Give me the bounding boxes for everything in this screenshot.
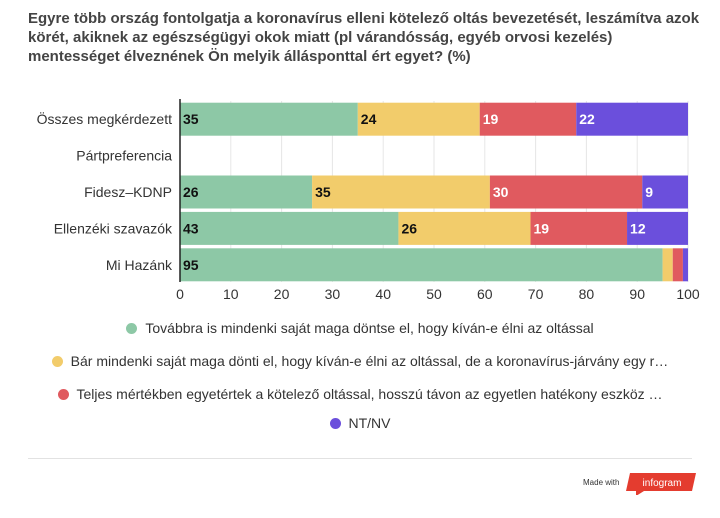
legend-swatch <box>329 418 341 429</box>
bar-segment <box>398 211 531 245</box>
legend-label: Teljes mértékben egyetértek a kötelező o… <box>76 386 663 402</box>
legend-swatch <box>126 323 138 334</box>
bar-segment <box>312 175 490 209</box>
made-with-text: Made with <box>583 478 620 487</box>
data-label: 30 <box>493 184 509 200</box>
chart-title: Egyre több ország fontolgatja a koronaví… <box>28 10 700 65</box>
x-tick-label: 20 <box>274 286 290 302</box>
bar-segment <box>489 175 643 209</box>
bar-segment <box>357 102 480 136</box>
data-label: 24 <box>361 111 377 127</box>
category-label: Ellenzéki szavazók <box>54 220 173 236</box>
x-tick-label: 100 <box>676 286 700 302</box>
x-tick-label: 90 <box>629 286 645 302</box>
legend-swatch <box>57 389 69 400</box>
category-label: Mi Hazánk <box>106 257 173 273</box>
x-tick-label: 40 <box>375 286 391 302</box>
data-label: 9 <box>645 184 653 200</box>
footer-divider <box>28 458 692 459</box>
legend-item[interactable]: NT/NV <box>0 415 720 431</box>
legend-label: Továbbra is mindenki saját maga döntse e… <box>145 320 594 336</box>
legend-item[interactable]: Továbbra is mindenki saját maga döntse e… <box>0 320 720 336</box>
data-label: 19 <box>534 220 550 236</box>
bar-segment <box>576 102 688 136</box>
bar-segment <box>627 211 688 245</box>
infogram-logo[interactable]: infogram <box>626 473 696 495</box>
category-label: Pártpreferencia <box>76 148 172 164</box>
legend-swatch <box>51 356 63 367</box>
data-label: 26 <box>401 220 417 236</box>
bar-segment <box>180 211 399 245</box>
x-tick-label: 70 <box>528 286 544 302</box>
bar-segment <box>662 248 673 282</box>
bar-segment <box>642 175 688 209</box>
x-tick-label: 60 <box>477 286 493 302</box>
bar-segment <box>530 211 628 245</box>
x-tick-label: 50 <box>426 286 442 302</box>
legend-label: NT/NV <box>348 415 391 431</box>
data-label: 12 <box>630 220 646 236</box>
bar-segment <box>180 248 663 282</box>
data-label: 35 <box>183 111 199 127</box>
category-label: Fidesz–KDNP <box>84 184 172 200</box>
brand-name: infogram <box>643 478 682 489</box>
bar-segment <box>479 102 577 136</box>
bar-segment <box>682 248 688 282</box>
legend-item[interactable]: Teljes mértékben egyetértek a kötelező o… <box>0 386 720 402</box>
data-label: 35 <box>315 184 331 200</box>
data-label: 22 <box>579 111 595 127</box>
x-tick-label: 10 <box>223 286 239 302</box>
data-label: 26 <box>183 184 199 200</box>
bar-segment <box>180 102 358 136</box>
bar-segment <box>180 175 313 209</box>
bar-segment <box>672 248 683 282</box>
x-tick-label: 80 <box>579 286 595 302</box>
legend-item[interactable]: Bár mindenki saját maga dönti el, hogy k… <box>0 353 720 369</box>
x-tick-label: 0 <box>176 286 184 302</box>
category-label: Összes megkérdezett <box>37 110 172 127</box>
stacked-bar-chart: 0 10 20 30 40 50 60 70 80 90 100 Összes megkérdezet… <box>37 99 700 302</box>
data-label: 19 <box>483 111 499 127</box>
data-label: 95 <box>183 257 199 273</box>
data-label: 43 <box>183 220 199 236</box>
x-tick-label: 30 <box>325 286 341 302</box>
legend-label: Bár mindenki saját maga dönti el, hogy k… <box>70 353 669 369</box>
